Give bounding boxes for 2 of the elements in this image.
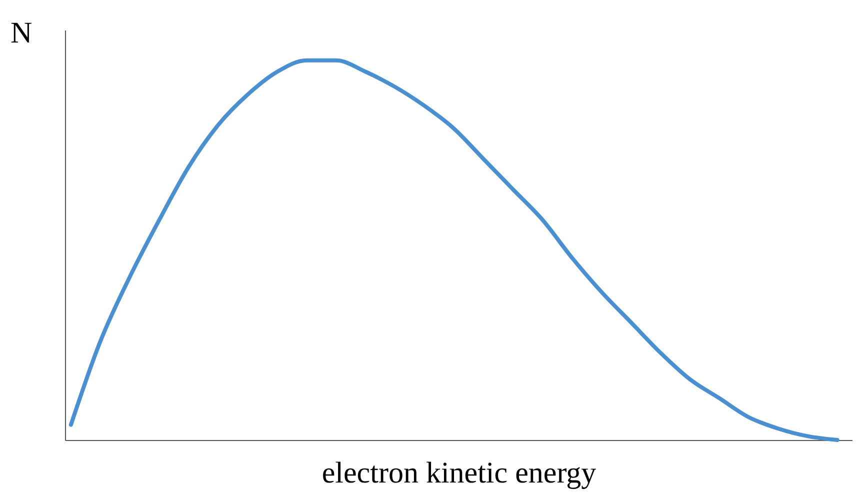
- x-axis-title: electron kinetic energy: [322, 456, 596, 490]
- y-axis-title: N: [10, 16, 32, 50]
